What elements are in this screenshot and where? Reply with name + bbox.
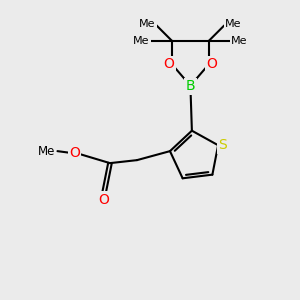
Text: O: O xyxy=(69,146,80,160)
Text: Me: Me xyxy=(133,36,149,46)
Text: Me: Me xyxy=(139,20,156,29)
Text: B: B xyxy=(186,79,195,93)
Text: S: S xyxy=(218,138,227,152)
Text: Me: Me xyxy=(225,20,242,29)
Text: Me: Me xyxy=(38,145,55,158)
Text: O: O xyxy=(98,193,110,207)
Text: O: O xyxy=(207,57,218,71)
Text: Me: Me xyxy=(231,36,248,46)
Text: O: O xyxy=(164,57,174,71)
